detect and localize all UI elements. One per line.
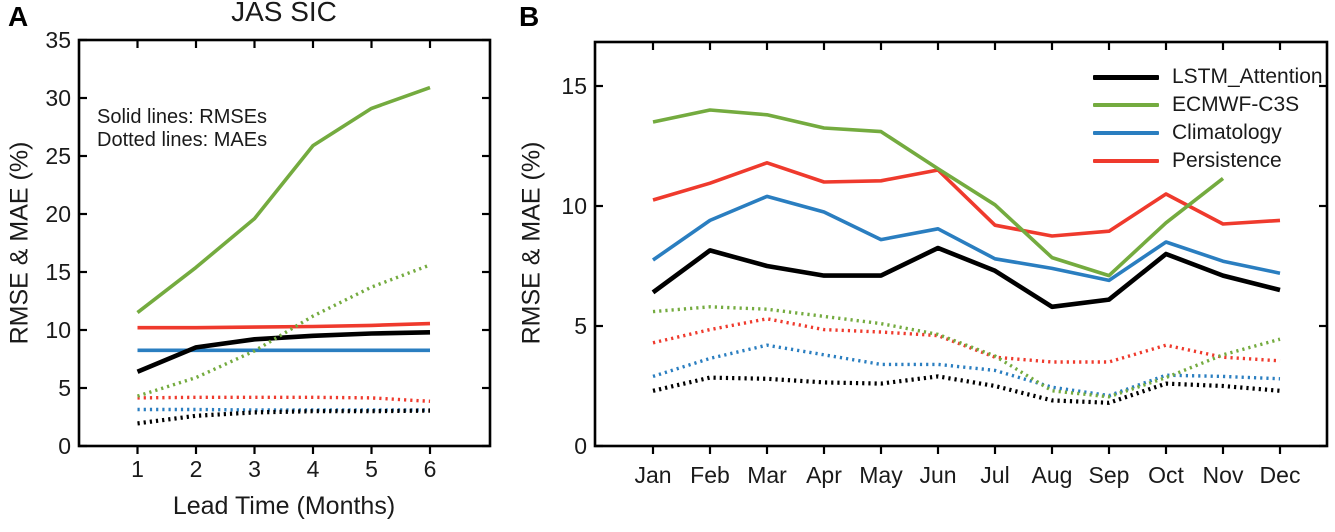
panel-a-label: A [8,1,29,32]
panel_b-xtick-mar: Mar [747,462,787,488]
panel_a-ytick-0: 0 [58,433,71,459]
panel_a-xtick-3: 3 [248,456,261,482]
legend-line-sample-red [1093,159,1159,163]
legend-label-lstm-attention: LSTM_Attention [1172,65,1323,88]
panel_a-ytick-35: 35 [45,27,71,53]
panel_a-line-ecmwf-c3s-mae [136,263,431,398]
panel_a-ytick-10: 10 [45,317,71,343]
panel-a-x-axis-label: Lead Time (Months) [172,492,396,520]
panel_b-ytick-15: 15 [561,73,587,99]
panel_b-xtick-apr: Apr [806,462,842,488]
panel_a-ytick-30: 30 [45,85,71,111]
panel_a-xtick-1: 1 [131,456,144,482]
panel_b-ytick-0: 0 [574,433,587,459]
panel-a-annotation-dotted: Dotted lines: MAEs [97,129,268,151]
panel-a-title: JAS SIC [231,0,337,27]
panel_b-plot-border [593,40,1329,448]
panel_b-line-climatology-mae [652,343,1281,398]
panel_b-xtick-jul: Jul [980,462,1010,488]
panel_b-xtick-aug: Aug [1031,462,1073,488]
panel_b-xtick-sep: Sep [1088,462,1130,488]
panel_a-line-persistence-mae [137,395,431,403]
panel_a-ytick-15: 15 [45,259,71,285]
panel_a-plot-border [77,38,492,448]
panel-a-annotation-solid: Solid lines: RMSEs [97,106,268,128]
panel-a-y-axis-label: RMSE & MAE (%) [5,141,34,345]
panel_a-line-lstm-attention-rmse [136,330,431,374]
panel_b-line-lstm-attention-rmse [651,245,1281,310]
legend-line-sample-blue [1093,131,1159,135]
panel_b-line-climatology-rmse [651,194,1281,283]
panel_a-xtick-2: 2 [189,456,203,482]
panel_a-xtick-6: 6 [423,456,437,482]
panel_b-xtick-dec: Dec [1259,462,1301,488]
panel_b-line-ecmwf-c3s-mae [652,305,1281,399]
legend-label-persistence: Persistence [1172,149,1282,172]
panel_a-xtick-5: 5 [365,456,378,482]
legend-line-sample-green [1093,103,1159,107]
legend-label-ecmwf-c3s: ECMWF-C3S [1172,93,1300,116]
panel_b-line-lstm-attention-mae [652,374,1281,405]
legend-line-sample-black [1093,74,1159,80]
panel_a-ytick-25: 25 [45,143,71,169]
panel_b-line-ecmwf-c3s-rmse [652,108,1225,278]
panel_b-ytick-5: 5 [574,313,587,339]
panel_a-ytick-5: 5 [58,375,71,401]
panel_b-xtick-jan: Jan [634,462,672,488]
panel-b-label: B [519,1,540,32]
panel_a-xtick-4: 4 [306,456,320,482]
panel_a-line-persistence-rmse [137,321,431,330]
panel_b-line-persistence-rmse [652,161,1281,238]
panel_a-line-lstm-attention-mae [137,408,431,426]
legend-label-climatology: Climatology [1172,121,1282,144]
panel_b-xtick-jun: Jun [919,462,957,488]
panel_a-line-ecmwf-c3s-rmse [136,85,431,315]
panel_b-ytick-10: 10 [561,193,587,219]
panel_a-ytick-20: 20 [45,201,71,227]
panel_b-line-persistence-mae [652,317,1281,364]
panel_b-xtick-nov: Nov [1202,462,1244,488]
panel_b-xtick-may: May [859,462,903,488]
panel_b-xtick-feb: Feb [690,462,730,488]
panel_b-xtick-oct: Oct [1148,462,1184,488]
panel_a-line-climatology-mae [137,407,430,412]
